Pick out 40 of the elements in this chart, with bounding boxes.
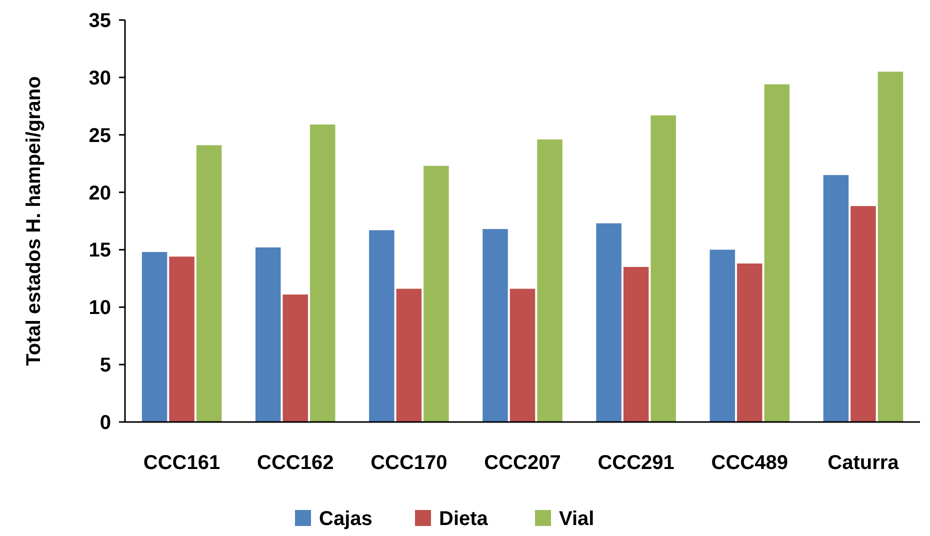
bar bbox=[737, 263, 762, 422]
y-tick-label: 20 bbox=[88, 182, 111, 204]
legend-label: Cajas bbox=[319, 508, 372, 530]
x-tick-label: CCC207 bbox=[484, 452, 561, 474]
bar bbox=[596, 223, 622, 422]
y-tick-label: 0 bbox=[100, 412, 111, 434]
legend-label: Vial bbox=[559, 508, 594, 530]
bar bbox=[710, 250, 736, 422]
bar bbox=[310, 124, 336, 422]
bar bbox=[623, 266, 649, 422]
bar bbox=[142, 252, 168, 422]
x-tick-label: Caturra bbox=[828, 452, 900, 474]
bar bbox=[482, 229, 508, 422]
legend-label: Dieta bbox=[439, 508, 489, 530]
bar bbox=[369, 230, 394, 422]
bar bbox=[196, 145, 222, 422]
x-tick-label: CCC489 bbox=[711, 452, 788, 474]
y-axis-title: Total estados H. hampei/grano bbox=[23, 76, 45, 366]
x-tick-label: CCC162 bbox=[257, 452, 334, 474]
bar bbox=[764, 84, 790, 422]
x-tick-label: CCC291 bbox=[598, 452, 674, 474]
y-tick-label: 10 bbox=[88, 297, 111, 320]
bar bbox=[650, 115, 676, 422]
x-tick-label: CCC161 bbox=[143, 452, 220, 474]
y-tick-label: 30 bbox=[88, 67, 111, 90]
bar bbox=[424, 166, 449, 422]
bar bbox=[282, 294, 308, 422]
y-tick-label: 35 bbox=[88, 10, 111, 32]
bar bbox=[255, 247, 281, 422]
bar bbox=[850, 206, 876, 422]
y-tick-label: 5 bbox=[100, 354, 111, 377]
y-tick-label: 25 bbox=[88, 124, 111, 147]
x-tick-label: CCC170 bbox=[370, 452, 448, 474]
bar bbox=[537, 139, 562, 422]
bar bbox=[510, 288, 536, 422]
bar bbox=[823, 175, 849, 422]
bar bbox=[878, 72, 904, 422]
bar bbox=[169, 256, 194, 422]
bar bbox=[396, 288, 422, 422]
y-tick-label: 15 bbox=[88, 240, 111, 262]
